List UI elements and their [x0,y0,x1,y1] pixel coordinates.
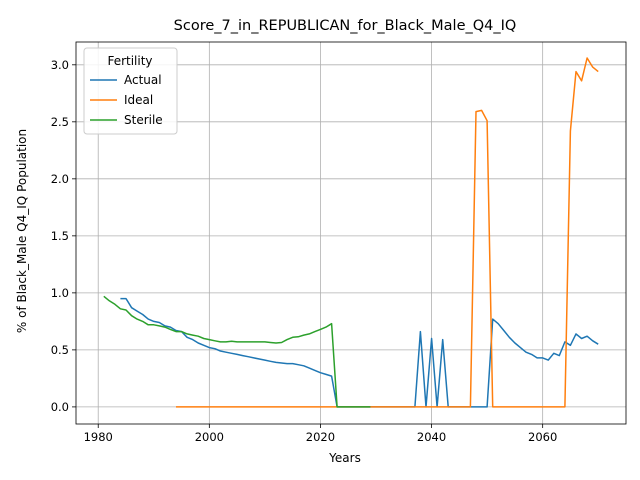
legend-title: Fertility [107,54,152,68]
series-line-sterile [103,295,371,408]
y-tick-label: 1.0 [51,286,69,300]
y-tick-label: 2.0 [51,172,69,186]
x-tick-label: 1980 [84,430,113,444]
x-tick-label: 2040 [417,430,446,444]
y-tick-label: 1.5 [51,229,69,243]
legend-label: Actual [124,73,162,87]
y-tick-label: 3.0 [51,58,69,72]
legend-box [83,47,178,135]
x-tick-label: 2060 [528,430,557,444]
plot-frame [75,41,627,425]
legend-label: Ideal [124,93,153,107]
y-axis-ticks: 0.0 0.5 1.0 1.5 2.0 2.5 3.0 [51,58,76,414]
legend-label: Sterile [124,113,163,127]
legend: Fertility Actual Ideal Sterile [83,47,178,135]
y-tick-label: 2.5 [51,115,69,129]
chart-title: Score_7_in_REPUBLICAN_for_Black_Male_Q4_… [174,18,517,34]
x-axis-ticks: 1980 2000 2020 2040 2060 [84,424,557,444]
y-axis-label: % of Black_Male Q4_IQ Population [15,129,29,333]
y-tick-label: 0.0 [51,400,69,414]
y-tick-label: 0.5 [51,343,69,357]
x-tick-label: 2000 [195,430,224,444]
x-axis-label: Years [328,451,361,465]
series-lines [103,57,599,408]
series-line-ideal [176,57,599,408]
grid-lines [76,42,626,424]
x-tick-label: 2020 [306,430,335,444]
